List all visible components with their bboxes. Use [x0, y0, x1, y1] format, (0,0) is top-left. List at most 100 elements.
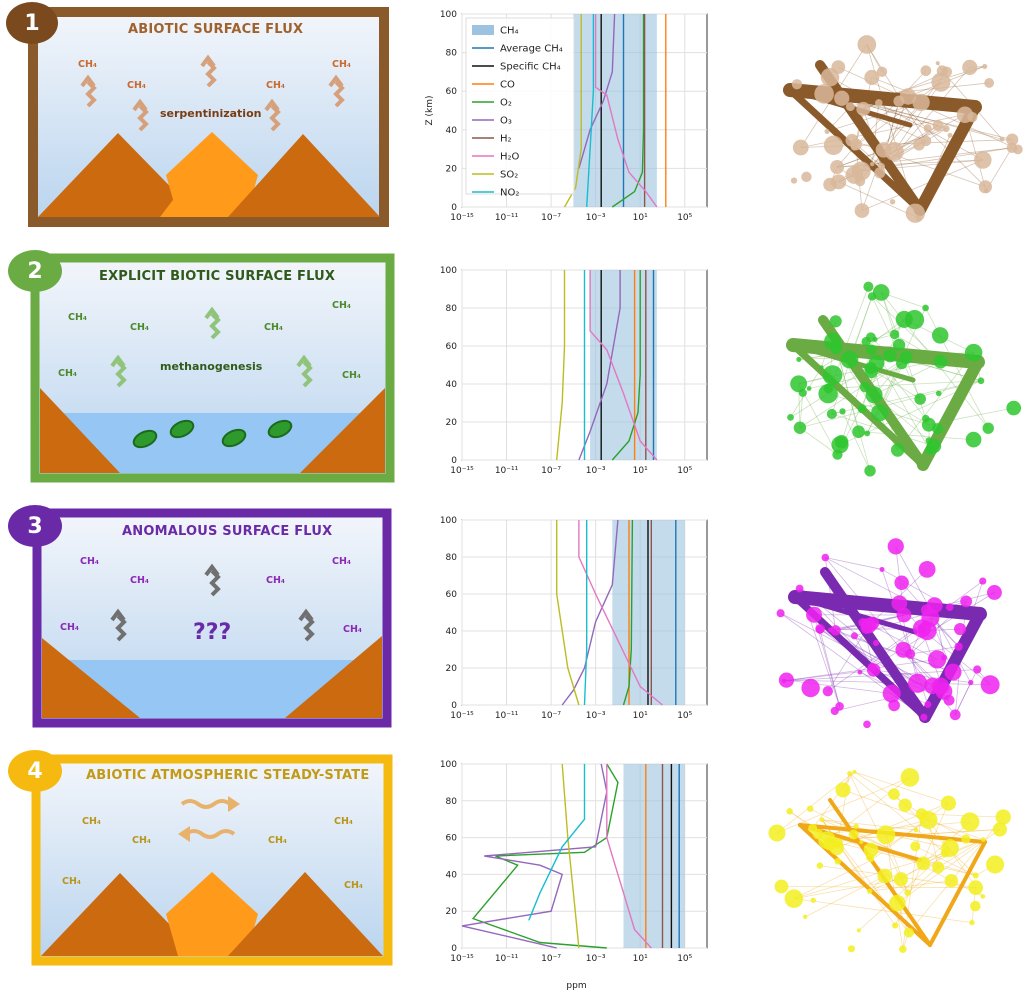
network-node	[921, 417, 936, 432]
panel-1-title: ABIOTIC SURFACE FLUX	[128, 22, 304, 37]
network-node	[869, 161, 875, 167]
network-node	[856, 928, 861, 933]
panel-3-gas-label: CH₄	[266, 575, 286, 586]
network-graph-3	[776, 538, 1002, 729]
network-node	[823, 135, 844, 155]
series-so2	[556, 270, 566, 461]
network-edge	[799, 357, 907, 429]
y-tick-label: 20	[446, 664, 458, 674]
network-node	[879, 566, 885, 572]
series-h2o	[594, 14, 658, 208]
x-tick-label: 10⁻¹¹	[495, 466, 519, 476]
panel-2-process-label: methanogenesis	[160, 360, 263, 373]
network-node	[922, 304, 929, 312]
network-node	[791, 79, 803, 90]
network-node	[865, 386, 883, 404]
y-tick-label: 40	[446, 627, 458, 637]
network-node	[995, 809, 1011, 825]
network-node	[986, 855, 1005, 874]
network-graph-1	[783, 35, 1023, 223]
network-edge	[861, 159, 983, 211]
network-edge	[817, 821, 971, 835]
network-graph-2	[786, 281, 1022, 477]
profile-plot-4: 10⁻¹⁵ 10⁻¹¹ 10⁻⁷ 10⁻³ 10¹ 10⁵ 0 20 40 60 80 100 ppm	[440, 760, 708, 991]
network-node	[784, 889, 804, 908]
network-node	[899, 350, 913, 365]
network-node	[823, 383, 834, 394]
panel-3-scene	[32, 508, 392, 728]
panel-3: ANOMALOUS SURFACE FLUX ??? CH₄ CH₄ CH₄ C…	[0, 500, 400, 740]
network-node	[960, 812, 980, 832]
network-node	[973, 665, 982, 674]
network-edge	[827, 625, 870, 692]
network-edge	[799, 380, 982, 429]
network-node	[904, 310, 925, 330]
network-node	[831, 60, 846, 75]
y-tick-label: 20	[446, 164, 458, 174]
network-node	[918, 560, 936, 578]
x-tick-label: 10⁵	[677, 213, 692, 223]
x-tick-label: 10¹	[633, 954, 648, 964]
x-tick-label: 10⁻³	[586, 954, 606, 964]
network-node	[834, 857, 842, 865]
network-edge	[866, 44, 927, 142]
network-edge	[905, 357, 927, 419]
network-node	[878, 163, 885, 170]
network-node	[821, 553, 830, 562]
panel-3-gas-label: CH₄	[80, 556, 100, 567]
network-node	[859, 381, 871, 393]
network-node	[859, 839, 864, 844]
x-tick-label: 10⁻⁷	[541, 954, 561, 964]
network-node	[972, 872, 979, 879]
panel-3-number-badge: 3	[8, 505, 62, 547]
network-node	[834, 90, 850, 106]
network-node	[889, 199, 896, 205]
panel-1-number-badge: 1	[6, 2, 58, 44]
network-node	[943, 694, 955, 706]
panel-1-gas-label: CH₄	[78, 59, 98, 70]
x-tick-label: 10⁻¹⁵	[450, 213, 474, 223]
network-edge	[907, 867, 939, 894]
panel-2-number: 2	[27, 258, 43, 284]
x-tick-label: 10¹	[633, 466, 648, 476]
network-node	[847, 945, 856, 953]
network-node	[924, 700, 932, 708]
panel-2-gas-label: CH₄	[58, 368, 78, 379]
network-node	[977, 377, 985, 385]
panel-3-process-label: ???	[193, 620, 232, 645]
network-node	[890, 443, 905, 457]
network-node	[960, 595, 973, 608]
y-tick-label: 40	[446, 380, 458, 390]
network-node	[913, 827, 919, 833]
network-node	[892, 338, 906, 352]
network-node	[949, 709, 961, 721]
y-tick-label: 80	[446, 797, 458, 807]
network-node	[827, 627, 833, 633]
network-edge	[838, 181, 919, 219]
network-node	[889, 894, 906, 912]
network-node	[875, 142, 892, 158]
network-node	[787, 413, 794, 421]
network-edge	[928, 840, 987, 947]
profile-plot-1: 10⁻¹⁵ 10⁻¹¹ 10⁻⁷ 10⁻³ 10¹ 10⁵ 0 20 40 60 80 100 Z (k…	[425, 10, 708, 223]
network-node	[931, 72, 951, 92]
network-node	[856, 101, 871, 116]
network-node	[947, 132, 953, 138]
network-node	[786, 808, 793, 815]
panel-2-number-badge: 2	[8, 250, 62, 292]
panel-4-gas-label: CH₄	[344, 880, 364, 891]
network-node	[1006, 133, 1019, 146]
series-no2	[583, 520, 588, 706]
series-o3	[561, 519, 619, 706]
panel-2-title: EXPLICIT BIOTIC SURFACE FLUX	[99, 269, 336, 284]
panel-4-number: 4	[27, 758, 43, 784]
panel-3-gas-label: CH₄	[130, 575, 150, 586]
network-node	[830, 342, 843, 355]
network-node	[892, 922, 899, 929]
network-edge	[860, 102, 922, 172]
network-node	[850, 632, 859, 640]
network-edge	[799, 427, 838, 455]
network-edge	[858, 852, 946, 931]
panel-2-upflux-arrows	[110, 306, 313, 388]
